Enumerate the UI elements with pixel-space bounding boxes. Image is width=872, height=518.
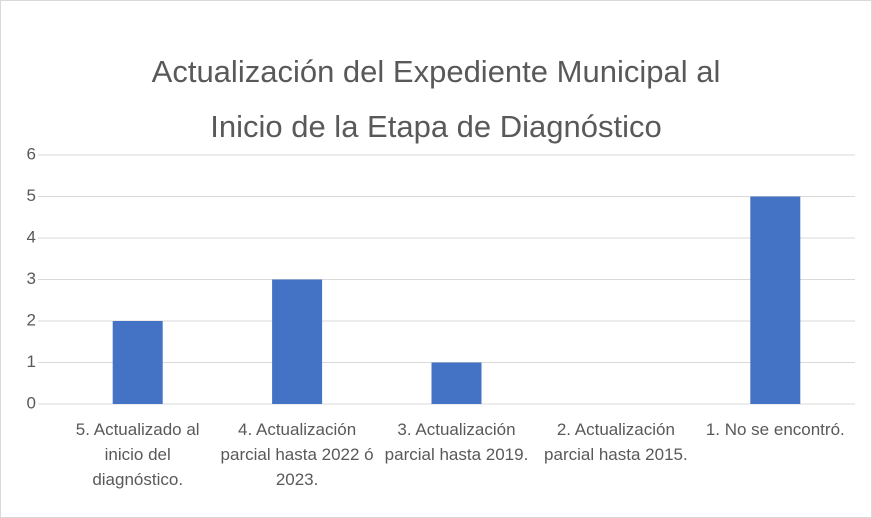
x-tick-label: 3. Actualización parcial hasta 2019. xyxy=(384,420,529,464)
y-tick-label: 5 xyxy=(27,186,36,205)
x-tick-label: 4. Actualización parcial hasta 2022 ó 20… xyxy=(220,420,374,489)
chart-title: Actualización del Expediente Municipal a… xyxy=(151,54,721,144)
y-tick-label: 6 xyxy=(27,144,36,163)
y-tick-label: 2 xyxy=(27,310,36,329)
y-tick-label: 1 xyxy=(27,352,36,371)
bar xyxy=(112,321,163,404)
bar xyxy=(272,279,323,404)
x-tick-label: 2. Actualización parcial hasta 2015. xyxy=(544,420,688,464)
x-tick-label: 1. No se encontró. xyxy=(705,420,845,439)
bar xyxy=(750,196,801,404)
bar xyxy=(431,362,482,404)
y-tick-label: 3 xyxy=(27,269,36,288)
x-tick-label: 5. Actualizado al inicio del diagnóstico… xyxy=(75,420,200,489)
y-tick-label: 4 xyxy=(27,227,36,246)
y-tick-label: 0 xyxy=(27,393,36,412)
